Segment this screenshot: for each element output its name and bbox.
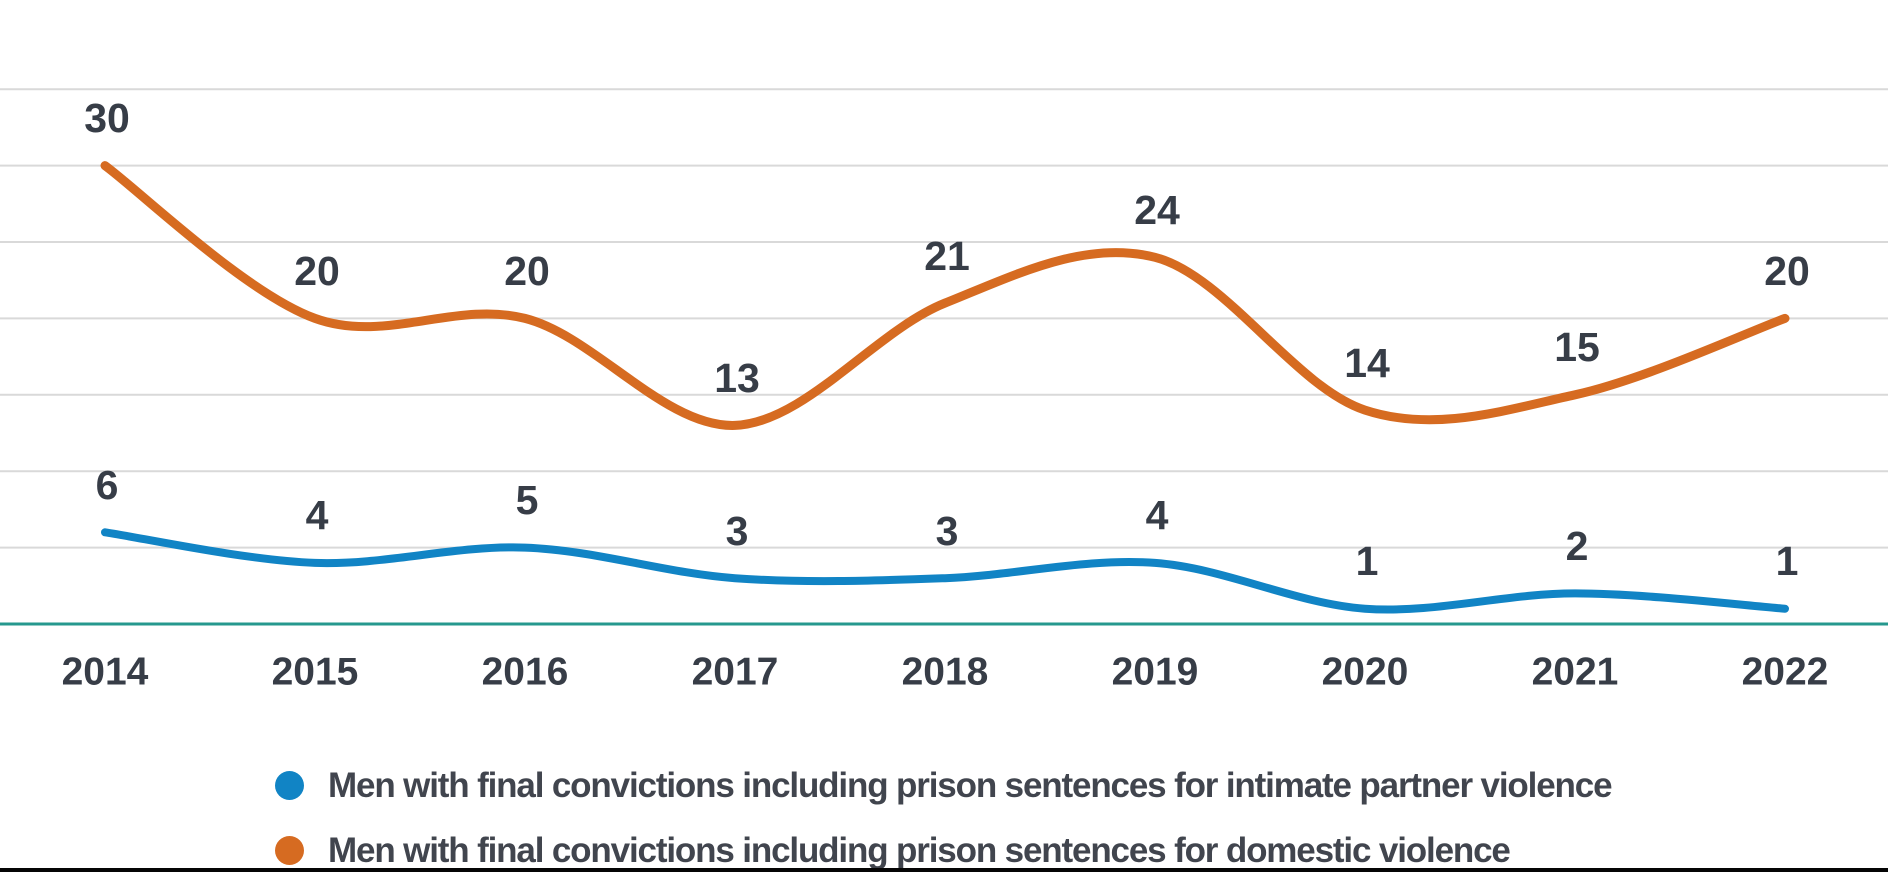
svg-text:20: 20 xyxy=(1764,248,1810,294)
svg-text:13: 13 xyxy=(714,355,760,401)
svg-text:2014: 2014 xyxy=(62,651,149,694)
svg-text:4: 4 xyxy=(1146,492,1169,538)
svg-text:2021: 2021 xyxy=(1532,651,1619,694)
svg-text:6: 6 xyxy=(96,462,119,508)
svg-text:14: 14 xyxy=(1344,340,1390,386)
svg-text:3: 3 xyxy=(936,508,959,554)
svg-text:2022: 2022 xyxy=(1742,651,1829,694)
svg-text:2: 2 xyxy=(1566,523,1589,569)
svg-text:2015: 2015 xyxy=(272,651,359,694)
svg-text:24: 24 xyxy=(1134,187,1180,233)
svg-text:2016: 2016 xyxy=(482,651,569,694)
svg-text:1: 1 xyxy=(1776,538,1799,584)
svg-text:2019: 2019 xyxy=(1112,651,1199,694)
svg-text:1: 1 xyxy=(1356,538,1379,584)
svg-text:21: 21 xyxy=(924,233,970,279)
svg-text:4: 4 xyxy=(306,492,329,538)
svg-text:3: 3 xyxy=(726,508,749,554)
svg-text:2018: 2018 xyxy=(902,651,989,694)
svg-text:15: 15 xyxy=(1554,324,1600,370)
svg-text:20: 20 xyxy=(504,248,550,294)
svg-text:20: 20 xyxy=(294,248,340,294)
svg-text:2020: 2020 xyxy=(1322,651,1409,694)
svg-text:2017: 2017 xyxy=(692,651,779,694)
svg-text:30: 30 xyxy=(84,95,130,141)
svg-text:5: 5 xyxy=(516,477,539,523)
